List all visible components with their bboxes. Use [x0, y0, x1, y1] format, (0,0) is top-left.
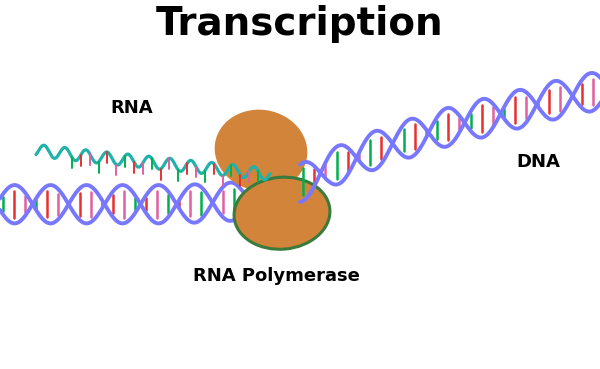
Text: Transcription: Transcription: [156, 6, 444, 44]
Text: RNA Polymerase: RNA Polymerase: [193, 267, 359, 285]
Ellipse shape: [234, 177, 330, 249]
Text: DNA: DNA: [516, 153, 560, 171]
Ellipse shape: [215, 110, 307, 191]
Text: RNA: RNA: [110, 99, 154, 117]
